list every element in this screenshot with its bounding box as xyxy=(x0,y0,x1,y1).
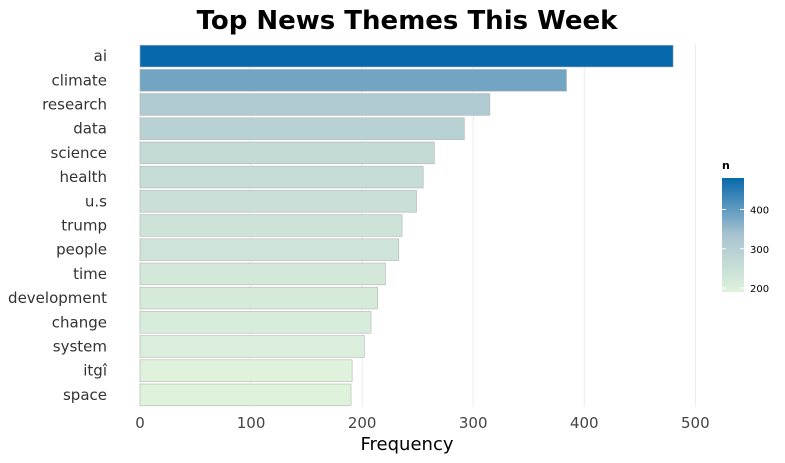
bar xyxy=(139,359,353,382)
chart-title: Top News Themes This Week xyxy=(197,6,619,36)
category-label: ai xyxy=(94,47,107,65)
x-axis-title: Frequency xyxy=(361,434,454,455)
x-tick-label: 100 xyxy=(237,414,266,432)
legend-title: n xyxy=(722,159,730,172)
x-tick-label: 200 xyxy=(348,414,377,432)
legend-tick-label: 200 xyxy=(750,284,769,295)
bar xyxy=(139,383,352,407)
category-label: research xyxy=(42,96,107,114)
x-tick-label: 300 xyxy=(459,414,488,432)
category-label: time xyxy=(73,265,107,283)
bar xyxy=(139,93,491,116)
category-label: science xyxy=(51,144,107,162)
category-label: u.s xyxy=(85,192,107,210)
legend-tick-label: 300 xyxy=(750,245,769,256)
bar xyxy=(139,44,674,68)
x-tick-label: 0 xyxy=(135,414,145,432)
category-label: system xyxy=(53,338,107,356)
category-labels: ai climate research data science health u.s tru… xyxy=(8,47,108,404)
bars xyxy=(139,44,674,407)
bar xyxy=(139,262,386,286)
category-label: trump xyxy=(61,217,107,235)
category-label: space xyxy=(63,386,107,404)
legend: n 200 300 400 xyxy=(722,159,769,295)
category-label: people xyxy=(56,241,107,259)
category-label: development xyxy=(8,289,107,307)
category-label: itgî xyxy=(83,362,108,380)
x-axis-ticks: 0 100 200 300 400 500 xyxy=(135,414,709,432)
bar xyxy=(139,214,403,237)
x-tick-label: 500 xyxy=(681,414,710,432)
bar xyxy=(139,286,378,310)
category-label: health xyxy=(60,168,107,186)
category-label: data xyxy=(73,120,107,138)
legend-colorbar xyxy=(722,178,744,292)
bar xyxy=(139,238,400,261)
bar xyxy=(139,69,567,92)
bar xyxy=(139,165,424,189)
category-label: change xyxy=(52,313,107,331)
bar xyxy=(139,117,465,140)
bar xyxy=(139,190,417,213)
bar xyxy=(139,141,435,165)
category-label: climate xyxy=(52,71,108,89)
legend-ticks: 200 300 400 xyxy=(722,205,769,295)
bar xyxy=(139,311,372,334)
legend-tick-label: 400 xyxy=(750,205,769,216)
x-tick-label: 400 xyxy=(570,414,599,432)
bar xyxy=(139,335,365,358)
